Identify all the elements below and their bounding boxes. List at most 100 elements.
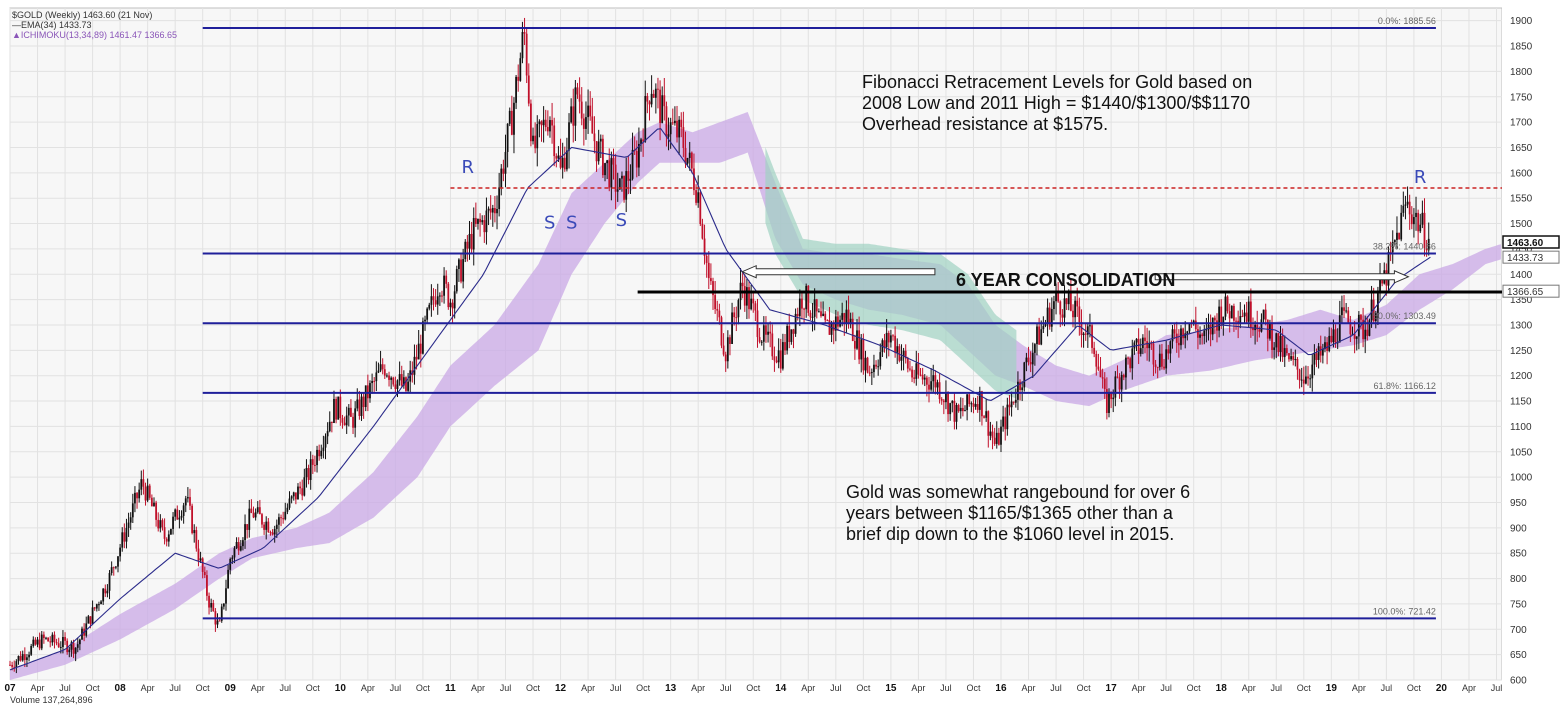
candle-body — [873, 364, 875, 373]
candle-body — [1368, 320, 1371, 336]
candle-body — [593, 133, 596, 142]
candle-body — [273, 528, 276, 535]
candle-body — [981, 391, 983, 417]
candle-body — [1044, 322, 1047, 327]
candle-body — [51, 634, 54, 643]
candle-body — [889, 335, 892, 343]
candle-body — [1065, 298, 1068, 305]
candle-body — [938, 382, 941, 400]
x-tick-label: Jul — [610, 683, 622, 693]
candle-body — [191, 505, 194, 534]
candle-body — [589, 105, 592, 117]
x-tick-label: Oct — [746, 683, 761, 693]
candle-body — [627, 171, 630, 181]
y-tick-label: 1850 — [1510, 42, 1533, 53]
candle-body — [89, 616, 92, 624]
candle-body — [464, 241, 467, 260]
candle-body — [248, 508, 251, 530]
candle-body — [258, 507, 261, 515]
candle-body — [1391, 242, 1394, 253]
candle-body — [1150, 343, 1153, 345]
x-tick-label: Oct — [1077, 683, 1092, 693]
candle-body — [1226, 296, 1229, 312]
candle-body — [1055, 290, 1057, 302]
candle-body — [182, 505, 185, 516]
candle-body — [485, 210, 488, 233]
candle-body — [479, 218, 481, 223]
candle-body — [148, 485, 151, 498]
candle-body — [1165, 349, 1168, 369]
candle-body — [288, 498, 291, 508]
candle-body — [551, 120, 553, 126]
candle-body — [559, 155, 562, 168]
candle-body — [441, 295, 443, 297]
candle-body — [606, 160, 609, 164]
candle-body — [1364, 329, 1367, 340]
candle-body — [885, 332, 888, 348]
candle-body — [786, 326, 789, 351]
candle-body — [443, 275, 445, 296]
candle-body — [604, 163, 606, 176]
candle-body — [925, 377, 928, 385]
x-tick-label: Apr — [471, 683, 485, 693]
candle-body — [650, 93, 653, 105]
candle-body — [481, 220, 484, 223]
y-tick-label: 650 — [1510, 650, 1527, 661]
candle-body — [470, 233, 473, 250]
y-tick-label: 700 — [1510, 625, 1527, 636]
x-tick-label: Apr — [801, 683, 815, 693]
candle-body — [856, 330, 858, 349]
candle-body — [1040, 329, 1043, 345]
candle-body — [396, 380, 399, 390]
candle-body — [1241, 316, 1244, 318]
candle-body — [220, 606, 223, 621]
candle-body — [652, 93, 655, 98]
candle-body — [858, 330, 861, 360]
candle-body — [1086, 326, 1089, 335]
candle-body — [1213, 317, 1216, 321]
candle-body — [703, 238, 706, 256]
x-tick-label: Jul — [720, 683, 732, 693]
candle-body — [1421, 212, 1424, 225]
candle-body — [59, 646, 62, 648]
candle-body — [108, 573, 111, 591]
candle-body — [527, 75, 530, 104]
candle-body — [546, 127, 549, 132]
candle-body — [1082, 333, 1085, 336]
candle-body — [216, 620, 219, 625]
candle-body — [13, 666, 16, 668]
candle-body — [269, 532, 272, 534]
candle-body — [743, 286, 746, 306]
candle-body — [121, 532, 124, 548]
x-tick-label: Oct — [196, 683, 211, 693]
candle-body — [487, 208, 490, 211]
candle-body — [648, 101, 651, 105]
candle-body — [591, 116, 594, 134]
candle-body — [180, 515, 183, 518]
candle-body — [1417, 212, 1420, 232]
candle-body — [1330, 335, 1333, 343]
candle-body — [176, 509, 179, 520]
x-tick-label: Oct — [966, 683, 981, 693]
candle-body — [1137, 338, 1140, 354]
candle-body — [561, 157, 564, 168]
candle-body — [940, 399, 943, 401]
candle-body — [917, 363, 920, 375]
candle-body — [98, 604, 100, 606]
candle-body — [686, 158, 689, 164]
candle-body — [1262, 309, 1265, 320]
candle-body — [1230, 305, 1233, 319]
candle-body — [1209, 324, 1212, 335]
candle-body — [483, 220, 486, 233]
price-badge — [1502, 235, 1560, 249]
candle-body — [892, 335, 894, 337]
candle-body — [195, 530, 198, 549]
candle-body — [68, 649, 71, 653]
candle-body — [1133, 342, 1136, 349]
y-tick-label: 1550 — [1510, 194, 1533, 205]
candle-body — [779, 350, 782, 369]
candle-body — [1069, 292, 1072, 311]
candle-body — [428, 304, 431, 309]
x-tick-label: 18 — [1216, 683, 1228, 694]
y-tick-label: 800 — [1510, 574, 1527, 585]
